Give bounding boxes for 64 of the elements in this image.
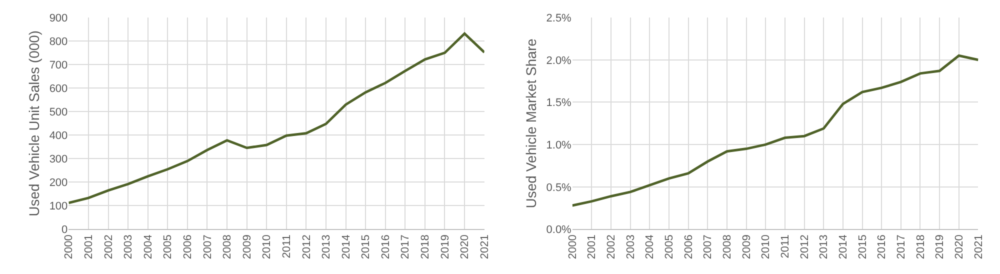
x-tick-label: 2008	[222, 234, 234, 260]
x-tick-label: 2017	[400, 234, 412, 260]
x-tick-label: 2003	[122, 234, 135, 260]
y-tick-label: 0	[62, 224, 68, 236]
x-tick-label: 2014	[838, 234, 850, 260]
x-tick-label: 2001	[586, 234, 598, 260]
x-tick-label: 2015	[856, 234, 869, 260]
x-tick-label: 2013	[818, 234, 830, 260]
x-tick-label: 2001	[83, 234, 96, 260]
x-tick-label: 2019	[439, 234, 452, 260]
x-tick-label: 2007	[202, 234, 214, 260]
x-tick-label: 2009	[241, 234, 254, 260]
x-tick-label: 2014	[340, 234, 352, 260]
x-tick-label: 2020	[459, 234, 472, 260]
x-tick-label: 2002	[102, 234, 115, 260]
y-tick-label: 2.5%	[546, 12, 572, 24]
x-tick-label: 2020	[953, 234, 966, 260]
line-series	[68, 32, 484, 204]
x-tick-label: 2018	[914, 234, 927, 260]
x-tick-label: 2003	[624, 234, 637, 260]
y-tick-label: 200	[49, 177, 68, 190]
x-tick-label: 2010	[261, 234, 274, 260]
y-tick-label: 600	[49, 82, 68, 95]
y-axis-title: Used Vehicle Market Share	[522, 38, 539, 208]
x-tick-label: 2006	[182, 234, 194, 260]
x-tick-label: 2002	[606, 234, 618, 260]
y-tick-label: 300	[49, 154, 68, 166]
y-tick-label: 0.0%	[546, 224, 572, 236]
y-tick-label: 1.0%	[546, 139, 572, 152]
y-tick-label: 100	[49, 200, 68, 213]
x-tick-label: 2021	[972, 234, 985, 260]
x-tick-label: 2012	[798, 234, 811, 260]
x-tick-label: 2012	[300, 234, 313, 260]
x-tick-label: 2016	[380, 234, 392, 260]
x-tick-label: 2000	[63, 234, 76, 260]
x-tick-label: 2011	[280, 234, 293, 258]
x-tick-label: 2007	[702, 234, 714, 260]
x-tick-label: 2015	[360, 234, 372, 260]
y-tick-label: 700	[49, 59, 68, 72]
y-tick-label: 1.5%	[546, 97, 572, 110]
x-tick-label: 2008	[722, 234, 734, 260]
line-series	[572, 54, 978, 207]
y-tick-label: 2.0%	[546, 54, 572, 67]
x-tick-label: 2018	[420, 234, 432, 260]
x-tick-label: 2011	[780, 234, 792, 258]
y-tick-label: 900	[49, 12, 68, 24]
x-tick-label: 2005	[162, 234, 174, 260]
x-tick-label: 2006	[682, 234, 695, 260]
x-tick-label: 2000	[566, 234, 579, 260]
x-tick-label: 2013	[320, 234, 333, 260]
y-tick-label: 800	[49, 36, 68, 48]
y-axis-title: Used Vehicle Unit Sales (000)	[26, 30, 42, 216]
x-tick-label: 2016	[876, 234, 888, 260]
x-tick-label: 2010	[760, 234, 772, 260]
y-tick-label: 400	[49, 130, 68, 142]
x-tick-label: 2019	[934, 234, 946, 260]
x-tick-label: 2005	[664, 234, 676, 260]
y-tick-label: 500	[49, 106, 68, 118]
x-tick-label: 2009	[740, 234, 753, 260]
x-tick-label: 2004	[644, 234, 656, 260]
x-tick-label: 2017	[895, 234, 908, 260]
x-tick-label: 2004	[142, 234, 154, 260]
y-tick-label: 0.5%	[546, 182, 572, 194]
x-tick-label: 2021	[478, 234, 491, 260]
